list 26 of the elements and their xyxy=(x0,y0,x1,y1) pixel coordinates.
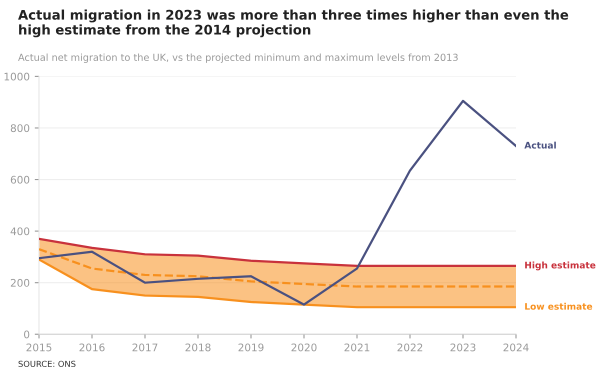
y-tick-label: 1000 xyxy=(4,72,30,81)
series-label: High estimate xyxy=(525,262,596,270)
x-tick-label: 2017 xyxy=(132,343,158,352)
x-tick-label: 2021 xyxy=(344,343,370,352)
y-tick-label: 600 xyxy=(10,176,30,184)
line-series xyxy=(39,248,516,288)
line-series xyxy=(39,100,516,306)
x-tick-label: 2023 xyxy=(450,343,476,352)
line-series xyxy=(39,258,516,308)
x-tick-label: 2019 xyxy=(238,343,264,352)
chart-title: Actual migration in 2023 was more than three times higher than even the high estimate from the 2014 projection xyxy=(18,10,568,38)
y-tick-label: 200 xyxy=(10,278,30,287)
series-label: Low estimate xyxy=(525,302,592,310)
source-note: SOURCE: ONS xyxy=(18,360,76,368)
x-tick-label: 2016 xyxy=(80,343,105,352)
x-tick-label: 2015 xyxy=(26,343,52,352)
x-tick-label: 2022 xyxy=(398,343,422,352)
y-tick-label: 800 xyxy=(10,124,30,132)
chart-subtitle: Actual net migration to the UK, vs the projected minimum and maximum levels from 2013 xyxy=(18,53,458,63)
x-tick-label: 2020 xyxy=(292,343,317,352)
y-tick-label: 400 xyxy=(10,227,30,236)
x-tick-label: 2018 xyxy=(186,343,211,352)
line-series xyxy=(39,238,516,268)
x-tick-label: 2024 xyxy=(504,343,529,352)
y-tick-label: 0 xyxy=(24,330,30,338)
series-label: Actual xyxy=(524,142,556,149)
